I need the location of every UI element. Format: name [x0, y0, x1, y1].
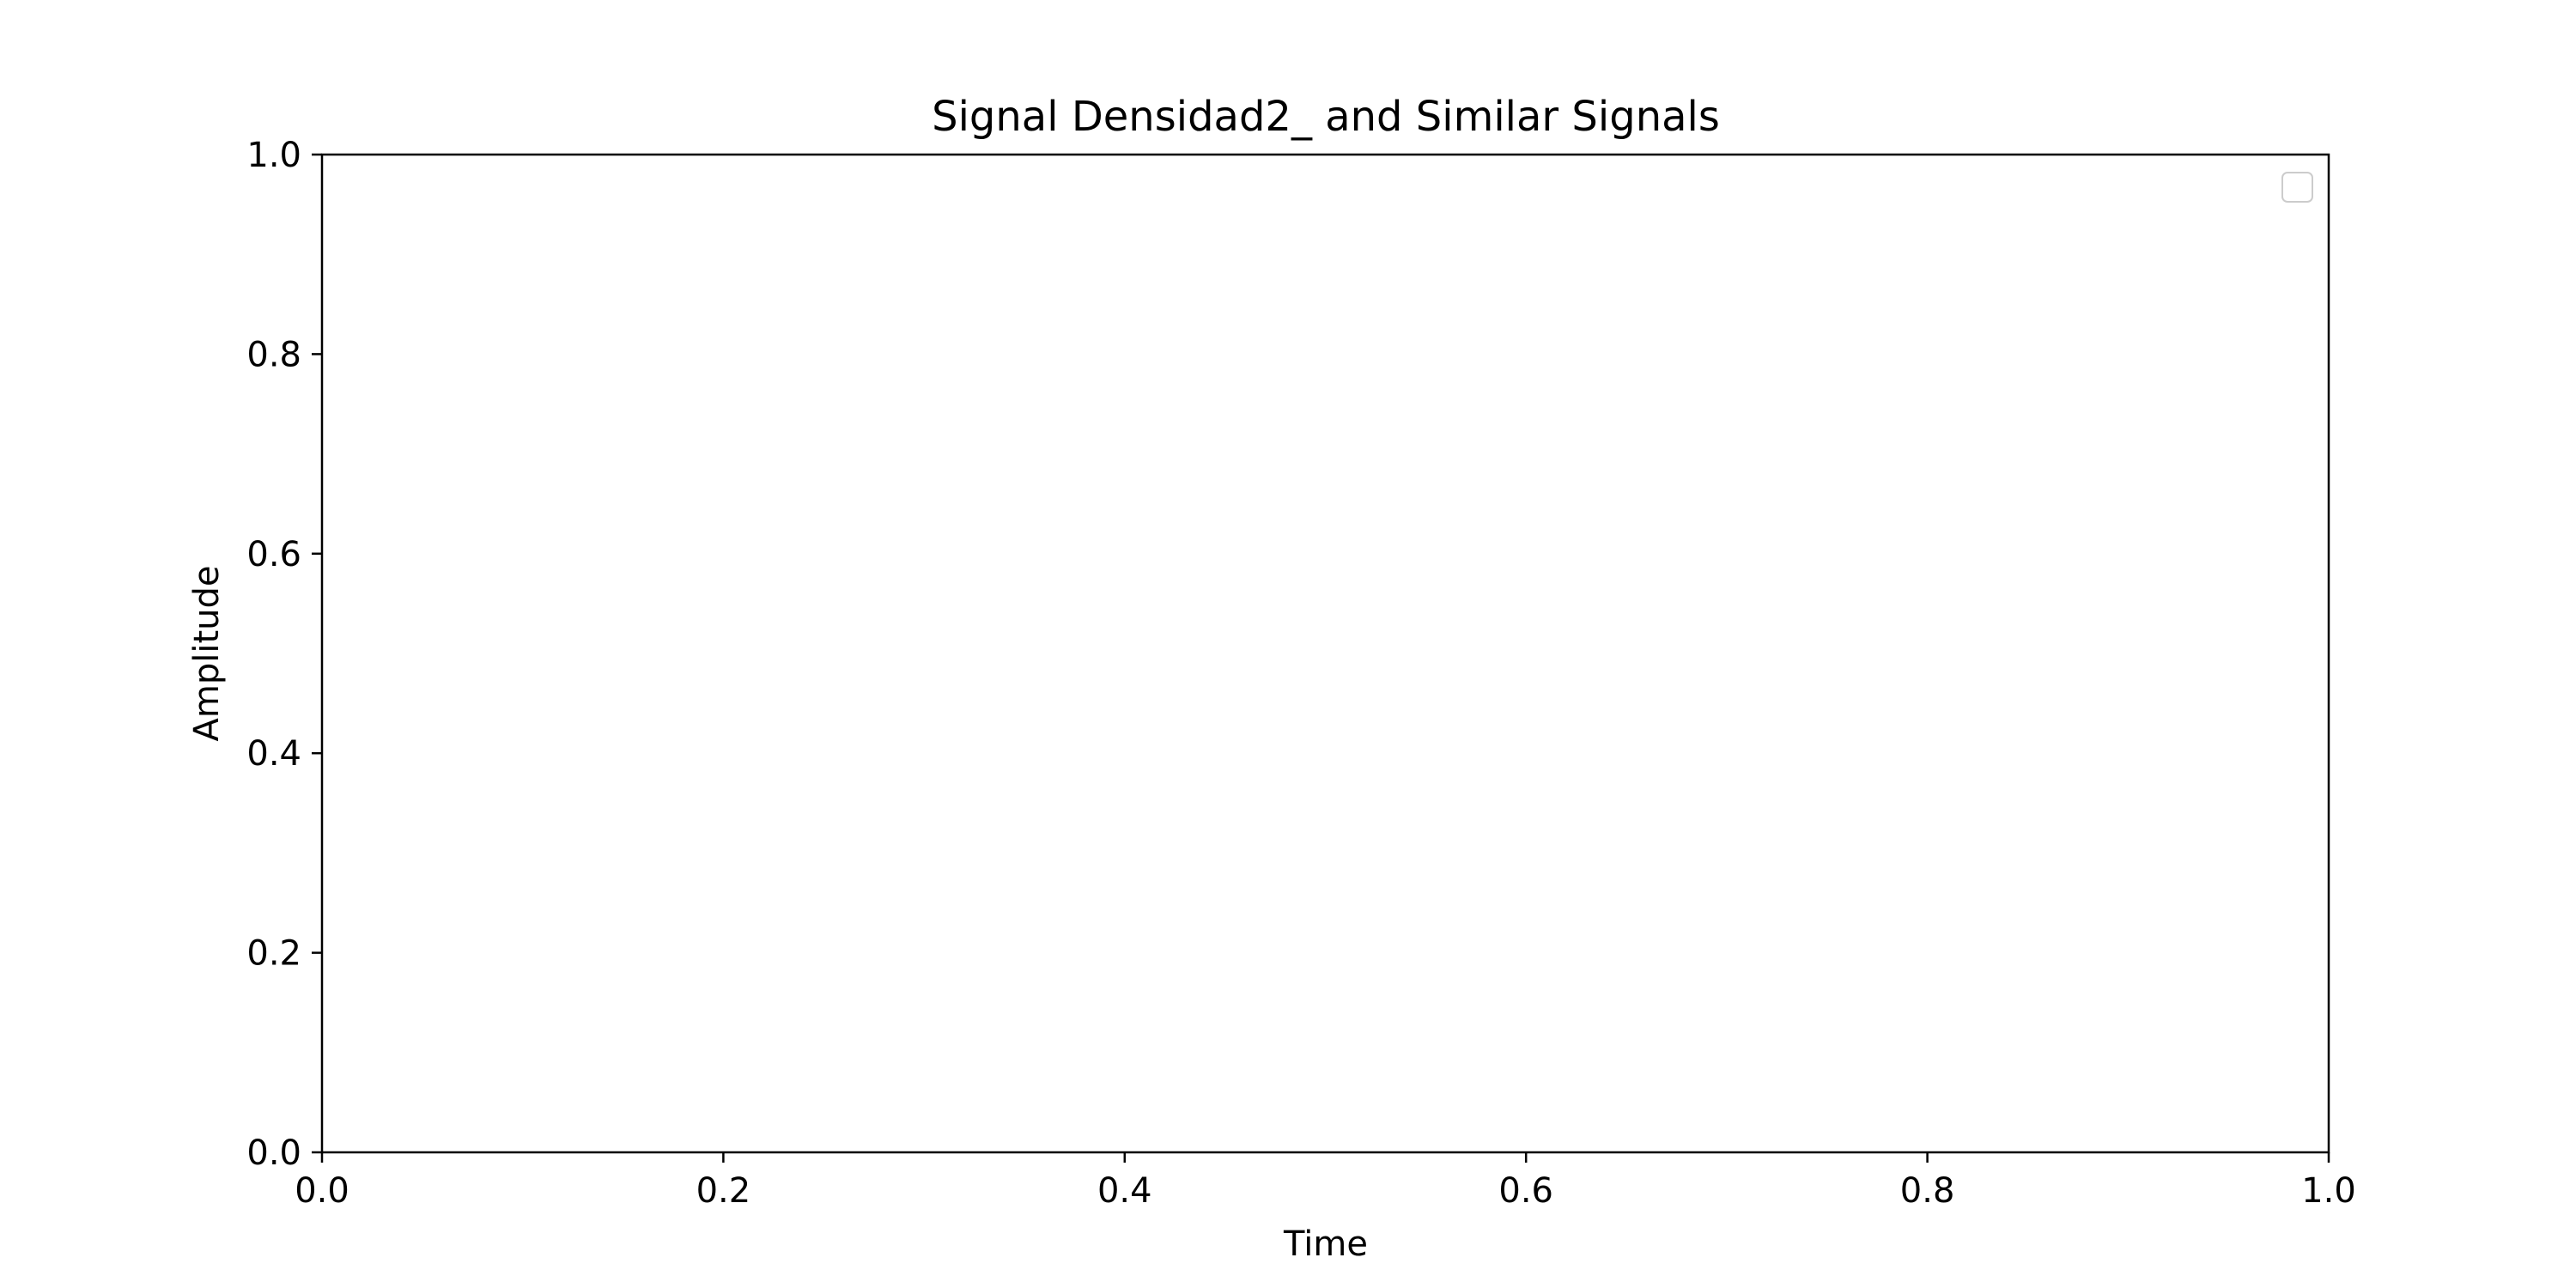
plot-frame [320, 153, 2330, 1154]
x-tick-label: 0.4 [1097, 1171, 1152, 1211]
y-axis-ticks: 0.0 0.2 0.4 0.6 0.8 1.0 [246, 136, 322, 1173]
x-axis-ticks: 0.0 0.2 0.4 0.6 0.8 1.0 [295, 1152, 2356, 1211]
y-tick-label: 0.4 [246, 734, 301, 774]
plot-area [322, 155, 2329, 1152]
x-tick-label: 0.8 [1900, 1171, 1955, 1211]
y-tick-label: 0.2 [246, 934, 301, 974]
y-axis-label: Amplitude [187, 566, 227, 742]
y-tick-label: 1.0 [246, 136, 301, 175]
x-tick-label: 0.6 [1498, 1171, 1553, 1211]
x-tick-label: 0.2 [696, 1171, 751, 1211]
x-tick-label: 1.0 [2301, 1171, 2356, 1211]
y-tick-label: 0.8 [246, 335, 301, 374]
chart-title: Signal Densidad2_ and Similar Signals [932, 93, 1720, 141]
x-tick-label: 0.0 [295, 1171, 349, 1211]
legend [2281, 172, 2313, 203]
y-tick-label: 0.6 [246, 535, 301, 574]
y-tick-label: 0.0 [246, 1133, 301, 1173]
x-axis-label: Time [1283, 1224, 1368, 1264]
legend-box [2281, 172, 2313, 203]
